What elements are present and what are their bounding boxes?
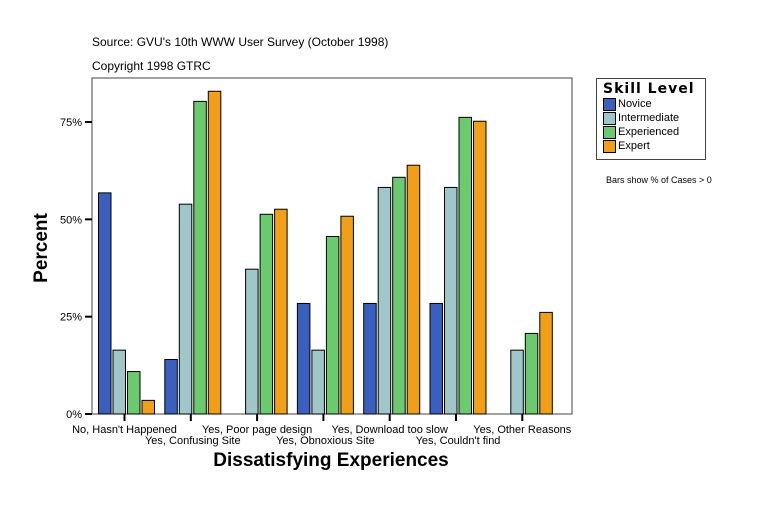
legend-item-novice: Novice [603, 97, 705, 111]
bar-expert [539, 311, 553, 415]
x-tick-label: Yes, Poor page design [202, 424, 312, 436]
legend: Skill Level Novice Intermediate Experience… [596, 78, 706, 160]
y-tick-label: 0% [66, 409, 82, 421]
legend-item-intermediate: Intermediate [603, 111, 705, 125]
bar-experienced [524, 332, 539, 415]
x-tick-label: Yes, Confusing Site [145, 435, 241, 447]
legend-swatch [603, 111, 616, 125]
bar-experienced [193, 100, 207, 415]
copyright-text: Copyright 1998 GTRC [92, 59, 211, 73]
bar-intermediate [178, 203, 193, 415]
legend-label: Expert [618, 140, 650, 152]
bar-experienced [392, 176, 406, 415]
bar-experienced [127, 371, 141, 415]
x-tick-label: Yes, Other Reasons [473, 424, 572, 436]
legend-swatch [603, 125, 616, 139]
bar-expert [473, 120, 487, 415]
legend-label: Intermediate [618, 112, 680, 124]
bar-expert [406, 164, 421, 415]
bar-experienced [458, 116, 472, 415]
bar-expert [141, 399, 155, 415]
source-text: Source: GVU's 10th WWW User Survey (Octo… [92, 35, 389, 49]
bar-intermediate [444, 186, 458, 415]
bar-intermediate [245, 268, 259, 415]
y-axis-title: Percent [31, 212, 52, 282]
bar-novice [363, 302, 377, 415]
bar-intermediate [311, 349, 325, 415]
bar-expert [340, 215, 354, 415]
bar-novice [296, 302, 311, 415]
legend-item-experienced: Experienced [603, 125, 705, 139]
legend-swatch [603, 97, 616, 111]
bar-novice [429, 302, 443, 415]
bar-expert [207, 90, 222, 415]
bar-intermediate [510, 349, 524, 415]
y-tick-label: 50% [60, 214, 82, 226]
legend-swatch [603, 139, 616, 153]
bar-intermediate [112, 349, 126, 415]
legend-label: Novice [618, 98, 652, 110]
x-tick-label: Yes, Download too slow [332, 424, 448, 436]
x-axis-title: Dissatisfying Experiences [213, 450, 449, 471]
legend-item-expert: Expert [603, 139, 705, 153]
bar-intermediate [377, 186, 392, 415]
bar-novice [164, 358, 178, 415]
y-tick-label: 25% [60, 312, 82, 324]
bar-experienced [259, 213, 274, 415]
note-text: Bars show % of Cases > 0 [606, 175, 712, 185]
bar-experienced [325, 235, 340, 415]
x-tick-label: No, Hasn't Happened [72, 424, 177, 436]
legend-label: Experienced [618, 126, 680, 138]
bar-expert [274, 208, 288, 415]
bar-novice [98, 192, 112, 415]
x-tick-label: Yes, Couldn't find [416, 435, 501, 447]
legend-title: Skill Level [603, 81, 695, 97]
x-tick-label: Yes, Obnoxious Site [276, 435, 375, 447]
y-tick-label: 75% [60, 117, 82, 129]
